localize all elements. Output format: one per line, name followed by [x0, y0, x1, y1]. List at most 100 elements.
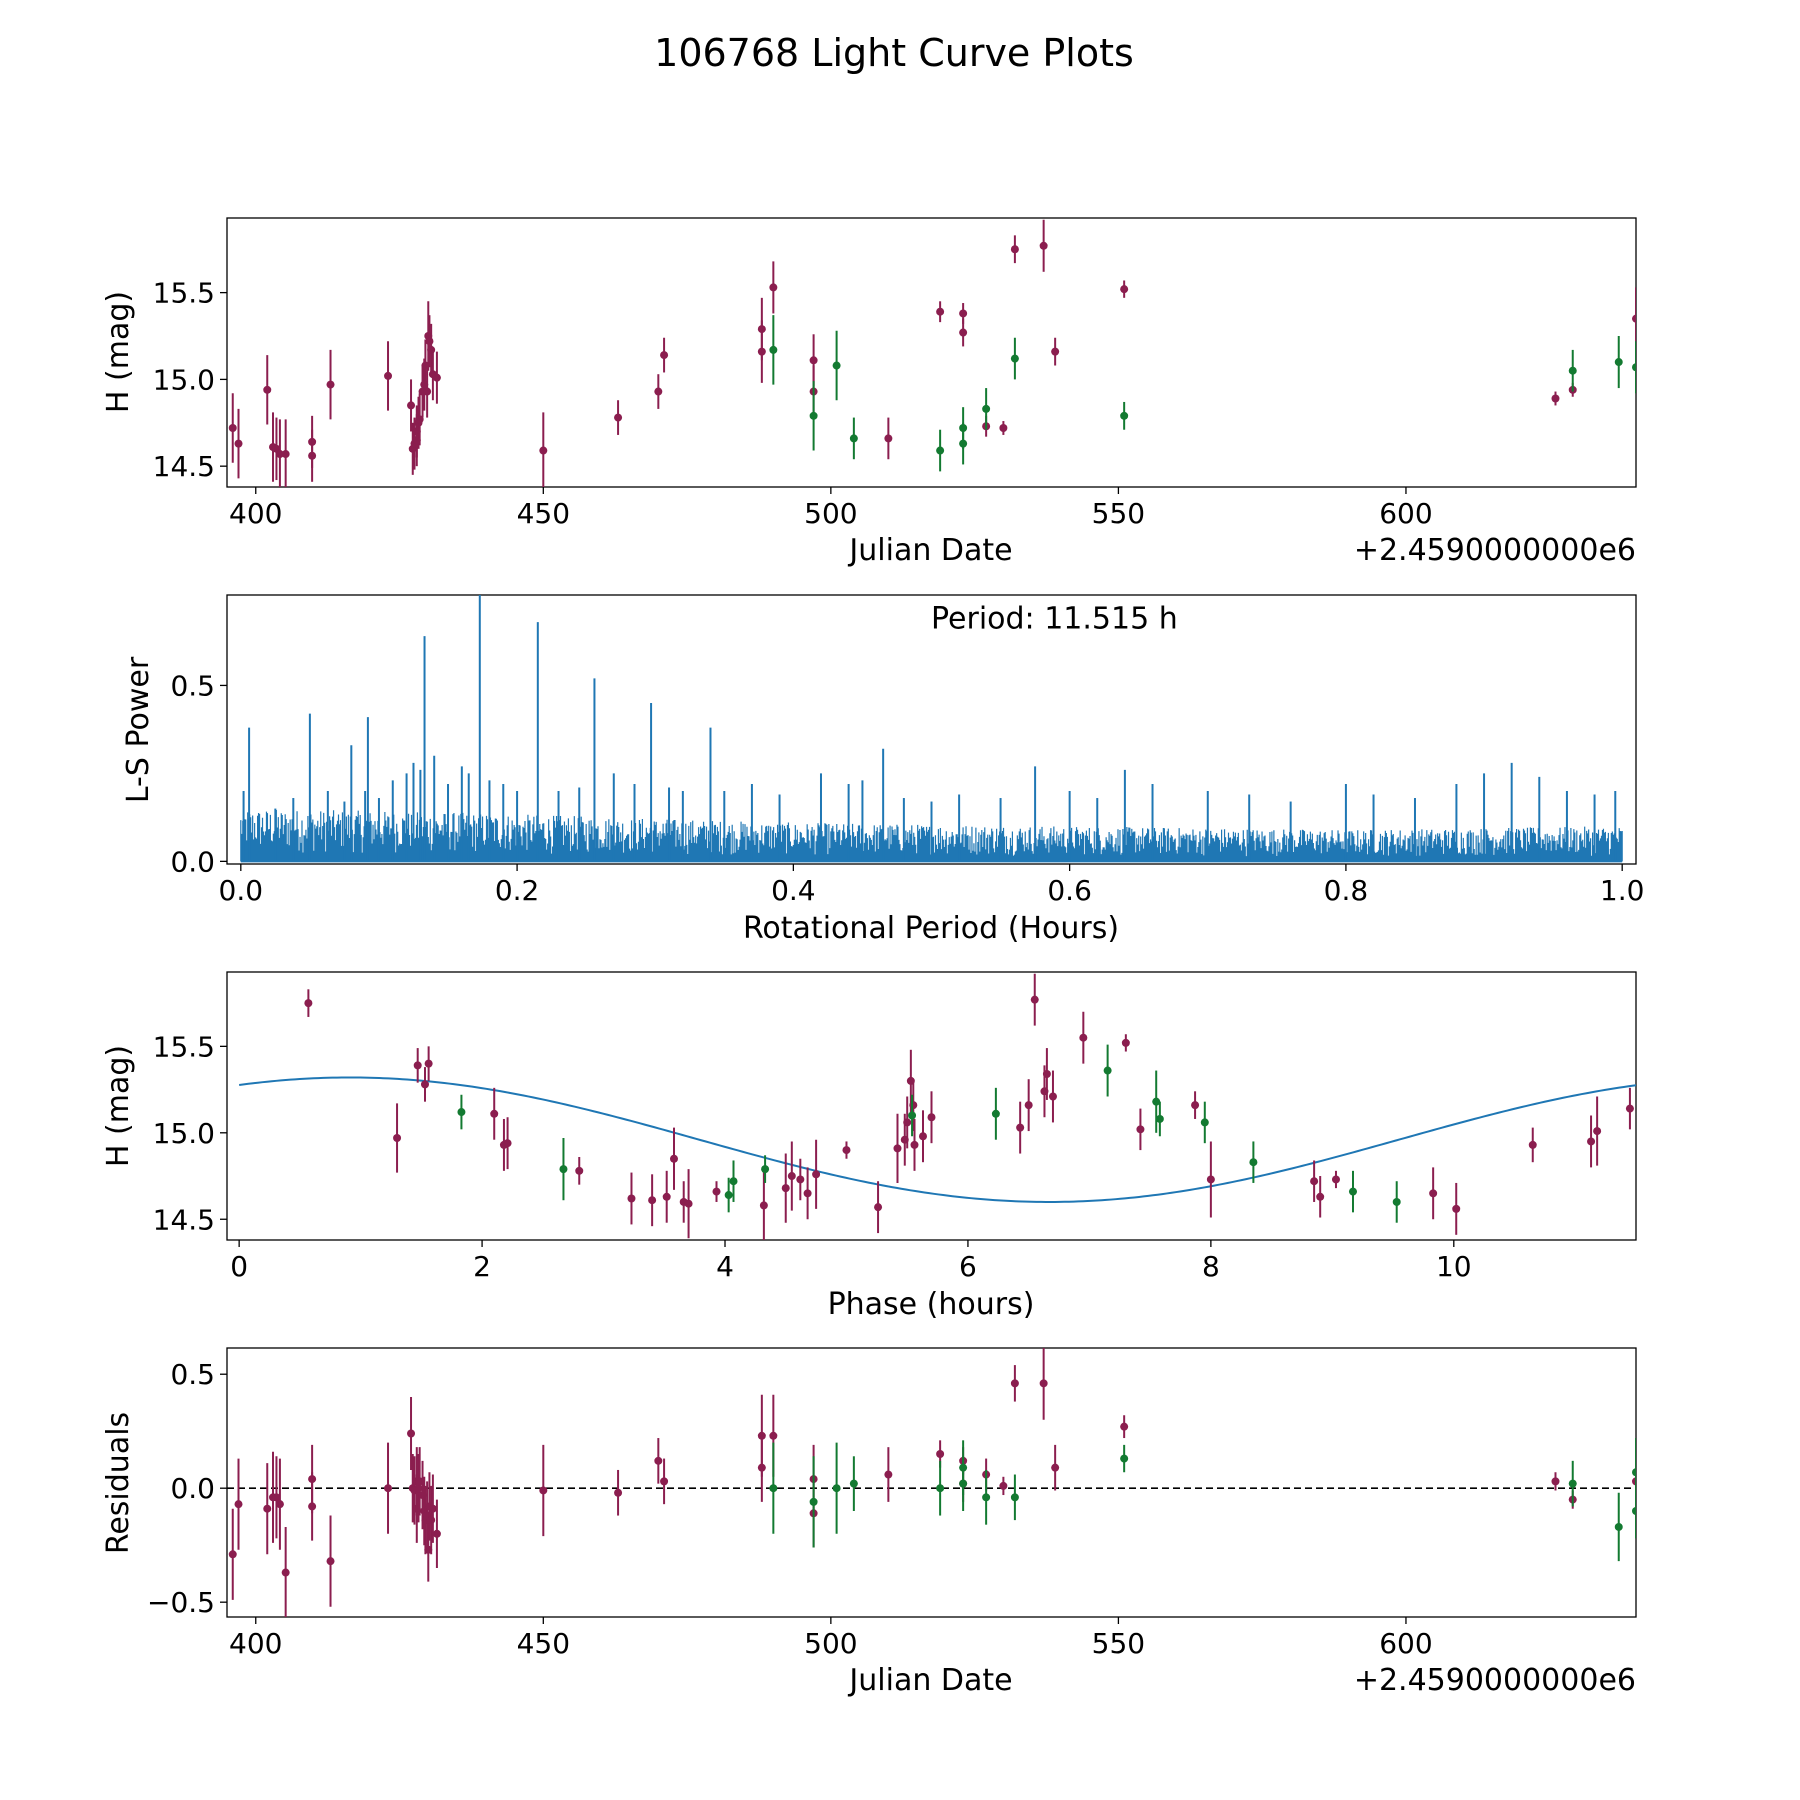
- phased-primary-point: [1429, 1189, 1438, 1198]
- phased-ytick-label: 15.0: [153, 1117, 215, 1150]
- periodogram-xlabel: Rotational Period (Hours): [743, 911, 1119, 946]
- residuals-secondary-point: [769, 1484, 778, 1493]
- residuals-primary-point: [539, 1486, 548, 1495]
- residuals-primary-point: [614, 1488, 623, 1497]
- phased-primary-point: [490, 1109, 499, 1118]
- residuals-secondary-point: [849, 1479, 858, 1488]
- phased-primary-point: [1030, 995, 1039, 1004]
- lightcurve-secondary-point: [1632, 363, 1636, 372]
- residuals-secondary-point: [809, 1497, 818, 1506]
- residuals-secondary-point: [1010, 1493, 1019, 1502]
- residuals-primary-point: [228, 1550, 237, 1559]
- residuals-plot-area: [227, 1348, 1636, 1617]
- lightcurve-axes-frame: [226, 217, 1637, 488]
- residuals-panel: Julian Date Residuals +2.4590000000e6 40…: [101, 1347, 1637, 1698]
- phased-secondary-point: [1348, 1187, 1357, 1196]
- periodogram-xtick-label: 0.0: [219, 874, 264, 907]
- residuals-xtick-label: 600: [1379, 1627, 1432, 1660]
- lightcurve-primary-point: [999, 423, 1008, 432]
- residuals-ytick-label: 0.0: [170, 1472, 215, 1505]
- lightcurve-primary-point: [757, 347, 766, 356]
- phased-primary-point: [812, 1170, 821, 1179]
- periodogram-axes-frame: [226, 594, 1637, 865]
- lightcurve-panel: Julian Date H (mag) +2.4590000000e6 400 4…: [101, 217, 1637, 568]
- phased-xtick-label: 4: [716, 1250, 734, 1283]
- residuals-primary-point: [999, 1481, 1008, 1490]
- residuals-primary-point: [281, 1568, 290, 1577]
- lightcurve-primary-point: [809, 356, 818, 365]
- phased-primary-point: [1316, 1192, 1325, 1201]
- phased-primary-point: [669, 1154, 678, 1163]
- residuals-xtick-label: 450: [517, 1627, 570, 1660]
- periodogram-xtick-label: 0.8: [1324, 874, 1369, 907]
- lightcurve-primary-point: [263, 385, 272, 394]
- phased-primary-point: [1452, 1204, 1461, 1213]
- phased-primary-point: [304, 999, 313, 1008]
- phased-primary-point: [803, 1189, 812, 1198]
- phased-primary-point: [910, 1140, 919, 1149]
- phased-xlabel: Phase (hours): [828, 1287, 1035, 1322]
- phased-primary-point: [874, 1203, 883, 1212]
- residuals-ylabel: Residuals: [101, 1412, 136, 1554]
- phased-primary-point: [684, 1199, 693, 1208]
- phased-primary-point: [413, 1061, 422, 1070]
- lightcurve-primary-point: [308, 451, 317, 460]
- phased-primary-point: [1587, 1137, 1596, 1146]
- residuals-ytick-label: 0.5: [170, 1358, 215, 1391]
- phased-primary-point: [1625, 1104, 1634, 1113]
- phased-primary-point: [575, 1166, 584, 1175]
- phased-primary-point: [648, 1196, 657, 1205]
- periodogram-ytick-label: 0.5: [170, 669, 215, 702]
- residuals-secondary-point: [1632, 1468, 1636, 1477]
- phased-primary-point: [1024, 1101, 1033, 1110]
- phased-primary-point: [1042, 1070, 1051, 1079]
- lightcurve-primary-point: [660, 351, 669, 360]
- figure-title: 106768 Light Curve Plots: [654, 31, 1134, 75]
- phased-secondary-point: [1155, 1114, 1164, 1123]
- phased-primary-point: [1136, 1125, 1145, 1134]
- phased-primary-point: [1191, 1101, 1200, 1110]
- periodogram-xtick-label: 0.2: [495, 874, 540, 907]
- phased-xtick-label: 6: [959, 1250, 977, 1283]
- residuals-primary-point: [884, 1470, 893, 1479]
- residuals-primary-point: [308, 1502, 317, 1511]
- residuals-primary-point: [757, 1463, 766, 1472]
- phased-primary-point: [1016, 1123, 1025, 1132]
- phased-primary-point: [1121, 1038, 1130, 1047]
- lightcurve-primary-point: [425, 337, 434, 346]
- lightcurve-secondary-point: [1614, 358, 1623, 367]
- residuals-primary-point: [936, 1450, 945, 1459]
- lightcurve-primary-point: [654, 387, 663, 396]
- phased-primary-point: [393, 1133, 402, 1142]
- phased-primary-point: [712, 1187, 721, 1196]
- lightcurve-primary-point: [228, 423, 237, 432]
- phased-panel: Phase (hours) H (mag) 0 2 4 6 8 10 14.5 15.0 15.…: [101, 971, 1637, 1322]
- residuals-primary-point: [1039, 1379, 1048, 1388]
- residuals-xtick-label: 400: [229, 1627, 282, 1660]
- residuals-xtick-label: 500: [804, 1627, 857, 1660]
- phased-primary-point: [781, 1184, 790, 1193]
- lightcurve-primary-point: [959, 309, 968, 318]
- phased-secondary-point: [1103, 1066, 1112, 1075]
- lightcurve-primary-point: [432, 373, 441, 382]
- phased-secondary-point: [1200, 1118, 1209, 1127]
- residuals-primary-point: [769, 1431, 778, 1440]
- periodogram-ylabel: L-S Power: [121, 656, 156, 803]
- residuals-primary-point: [326, 1557, 335, 1566]
- lightcurve-xtick-label: 550: [1092, 497, 1145, 530]
- residuals-primary-point: [1120, 1422, 1129, 1431]
- lightcurve-ytick-label: 15.5: [153, 277, 215, 310]
- lightcurve-primary-point: [1051, 347, 1060, 356]
- phased-ytick-label: 14.5: [153, 1203, 215, 1236]
- residuals-secondary-point: [1120, 1454, 1129, 1463]
- lightcurve-primary-point: [275, 450, 284, 459]
- residuals-xtick-label: 550: [1092, 1627, 1145, 1660]
- phased-primary-point: [759, 1201, 768, 1210]
- lightcurve-primary-point: [614, 413, 623, 422]
- periodogram-plot-area: [240, 595, 1623, 863]
- lightcurve-primary-point: [539, 446, 548, 455]
- residuals-primary-point: [428, 1504, 437, 1513]
- phased-xtick-label: 10: [1436, 1250, 1472, 1283]
- residuals-primary-point: [384, 1484, 393, 1493]
